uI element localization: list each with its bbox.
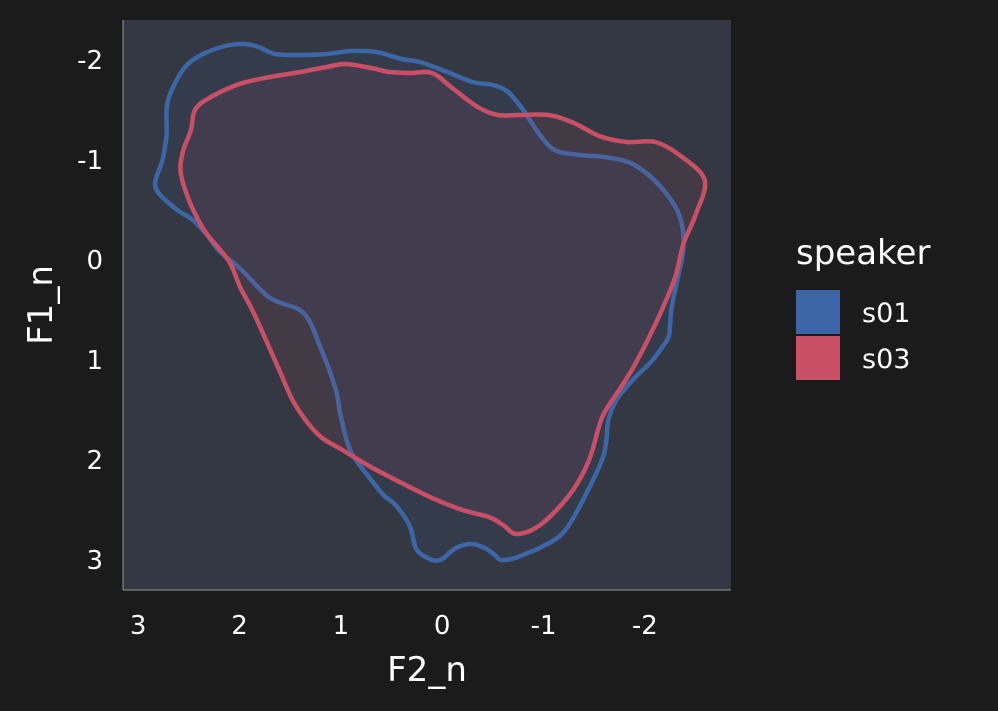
x-tick-label: 2 <box>231 611 248 641</box>
x-axis-title: F2_n <box>387 650 467 690</box>
y-tick-label: 1 <box>86 346 103 376</box>
y-tick-label: 3 <box>86 546 103 576</box>
y-tick-label: -2 <box>77 46 103 76</box>
contour-s03 <box>178 61 708 537</box>
legend-swatch-s01 <box>796 290 840 334</box>
x-tick-label: 1 <box>333 611 350 641</box>
contour-s01 <box>152 41 686 563</box>
x-tick-label: -2 <box>632 611 658 641</box>
x-tick-label: 0 <box>434 611 451 641</box>
x-tick-label: -1 <box>531 611 557 641</box>
y-tick-label: 2 <box>86 446 103 476</box>
series-group <box>152 41 708 563</box>
legend-swatch-s03 <box>796 336 840 380</box>
legend-title: speaker <box>796 233 930 273</box>
legend-label-s03: s03 <box>862 344 910 375</box>
y-axis-title: F1_n <box>21 265 61 345</box>
x-tick-labels: 3 2 1 0 -1 -2 <box>130 611 658 641</box>
x-tick-label: 3 <box>130 611 147 641</box>
y-tick-label: 0 <box>86 246 103 276</box>
y-tick-label: -1 <box>77 146 103 176</box>
legend-label-s01: s01 <box>862 298 910 329</box>
y-tick-labels: -2 -1 0 1 2 3 <box>77 46 103 576</box>
